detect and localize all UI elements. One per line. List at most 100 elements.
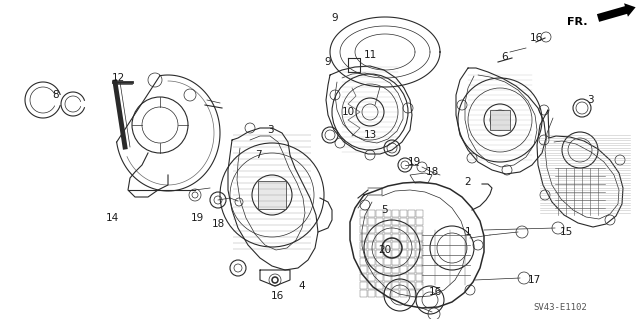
Bar [376, 266, 383, 273]
Bar [384, 242, 391, 249]
Bar [400, 250, 407, 257]
Text: 1: 1 [465, 227, 471, 237]
Bar [360, 266, 367, 273]
Bar [384, 258, 391, 265]
Bar [360, 234, 367, 241]
Text: 15: 15 [559, 227, 573, 237]
Bar [376, 282, 383, 289]
Bar [360, 210, 367, 217]
Text: 7: 7 [255, 150, 261, 160]
Text: 13: 13 [364, 130, 376, 140]
Bar [400, 226, 407, 233]
Bar [392, 282, 399, 289]
Bar [368, 258, 375, 265]
Bar [416, 258, 423, 265]
Text: 17: 17 [527, 275, 541, 285]
Bar [392, 242, 399, 249]
Bar [368, 242, 375, 249]
Bar [360, 226, 367, 233]
Bar [368, 250, 375, 257]
Bar [392, 250, 399, 257]
Bar [408, 226, 415, 233]
Bar [416, 282, 423, 289]
Bar [400, 274, 407, 281]
Bar [384, 234, 391, 241]
Bar [376, 274, 383, 281]
Text: SV43-E1102: SV43-E1102 [533, 303, 587, 313]
Bar [392, 290, 399, 297]
Bar [360, 218, 367, 225]
Bar [384, 218, 391, 225]
Bar [416, 250, 423, 257]
Bar [416, 210, 423, 217]
Bar [400, 282, 407, 289]
Bar [416, 226, 423, 233]
Text: 14: 14 [106, 213, 118, 223]
Text: 3: 3 [267, 125, 273, 135]
Bar [400, 266, 407, 273]
Text: 20: 20 [378, 245, 392, 255]
Bar [408, 234, 415, 241]
Bar [408, 282, 415, 289]
Text: 12: 12 [111, 73, 125, 83]
Bar [376, 234, 383, 241]
Bar [400, 290, 407, 297]
Bar [400, 242, 407, 249]
Bar [408, 210, 415, 217]
Bar [384, 266, 391, 273]
Text: 19: 19 [190, 213, 204, 223]
Bar [360, 258, 367, 265]
Bar [368, 226, 375, 233]
Bar [368, 282, 375, 289]
Bar [384, 210, 391, 217]
Text: 4: 4 [299, 281, 305, 291]
Bar [368, 234, 375, 241]
Bar [392, 234, 399, 241]
Bar [376, 242, 383, 249]
Bar [408, 242, 415, 249]
Bar [408, 258, 415, 265]
Bar [368, 274, 375, 281]
Bar [360, 274, 367, 281]
Text: 18: 18 [211, 219, 225, 229]
Text: 8: 8 [52, 90, 60, 100]
Bar [490, 110, 510, 130]
Bar [360, 250, 367, 257]
Bar [400, 234, 407, 241]
Bar [376, 290, 383, 297]
Bar [376, 226, 383, 233]
Bar [376, 218, 383, 225]
Text: 18: 18 [426, 167, 438, 177]
Bar [384, 226, 391, 233]
Text: 19: 19 [408, 157, 420, 167]
Bar [392, 218, 399, 225]
Bar [392, 258, 399, 265]
Bar [384, 274, 391, 281]
Bar [408, 250, 415, 257]
Bar [408, 290, 415, 297]
FancyArrow shape [597, 3, 636, 22]
Text: 9: 9 [324, 57, 332, 67]
Bar [416, 242, 423, 249]
Bar [384, 282, 391, 289]
Bar [258, 181, 286, 209]
Bar [408, 266, 415, 273]
Bar [408, 218, 415, 225]
Bar [392, 226, 399, 233]
Text: 6: 6 [502, 52, 508, 62]
Text: 2: 2 [465, 177, 471, 187]
Bar [400, 210, 407, 217]
Bar [368, 218, 375, 225]
Bar [368, 266, 375, 273]
Bar [392, 210, 399, 217]
Bar [368, 210, 375, 217]
Text: 9: 9 [332, 13, 339, 23]
Bar [416, 234, 423, 241]
Text: 16: 16 [270, 291, 284, 301]
Bar [360, 290, 367, 297]
Text: 5: 5 [381, 205, 387, 215]
Bar [376, 210, 383, 217]
Bar [376, 250, 383, 257]
Text: FR.: FR. [568, 17, 588, 27]
Bar [400, 258, 407, 265]
